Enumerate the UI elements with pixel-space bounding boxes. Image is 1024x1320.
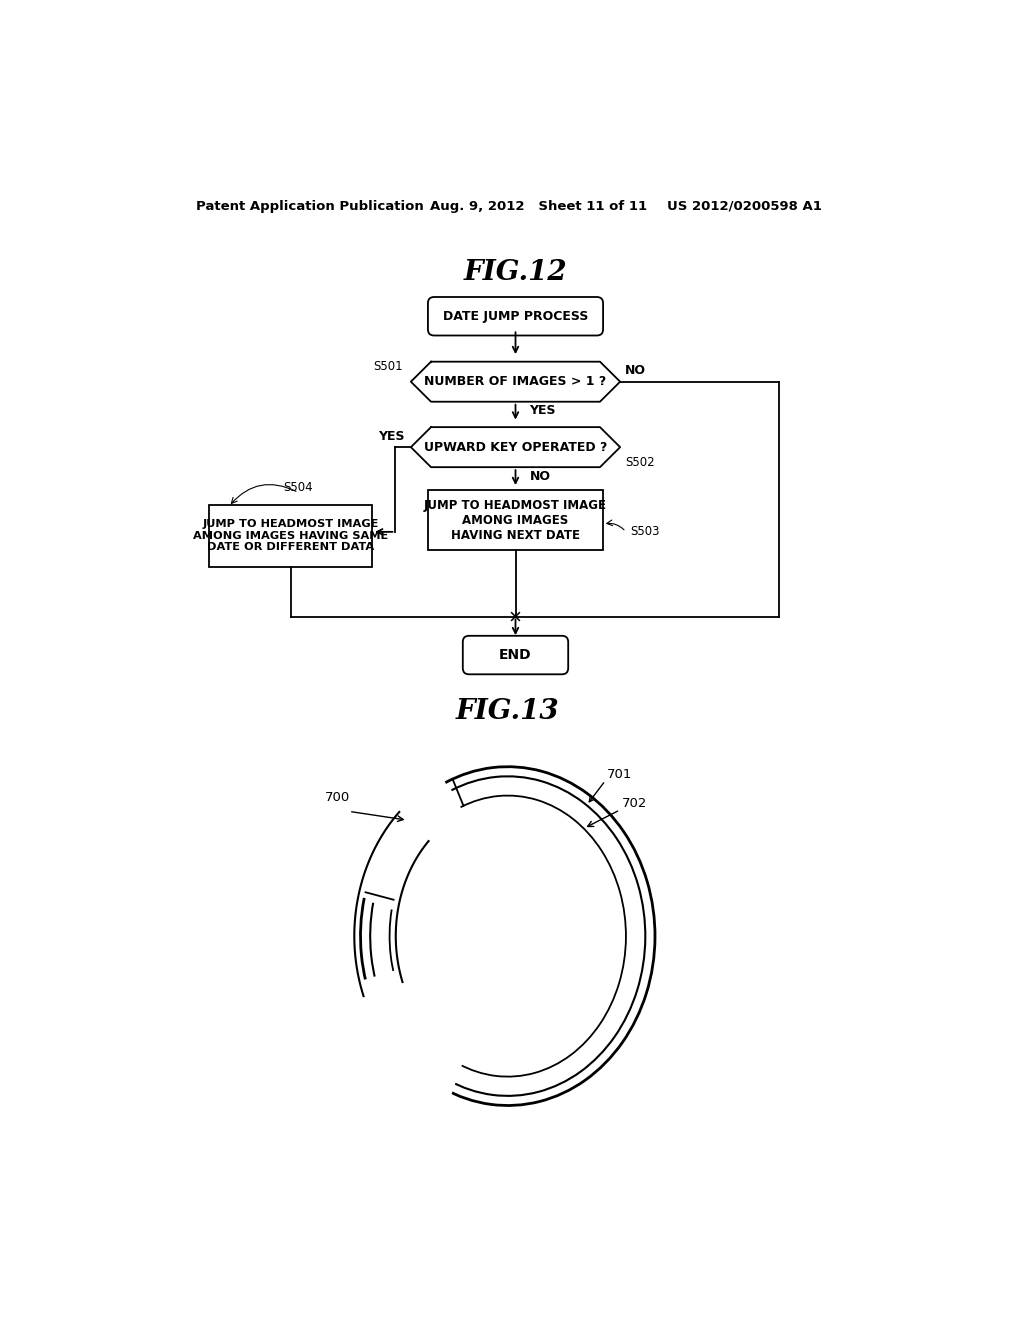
Text: FIG.13: FIG.13	[456, 698, 559, 725]
Text: US 2012/0200598 A1: US 2012/0200598 A1	[667, 199, 821, 213]
Text: S501: S501	[374, 360, 403, 372]
Text: Aug. 9, 2012   Sheet 11 of 11: Aug. 9, 2012 Sheet 11 of 11	[430, 199, 647, 213]
Text: JUMP TO HEADMOST IMAGE
AMONG IMAGES HAVING SAME
DATE OR DIFFERENT DATA: JUMP TO HEADMOST IMAGE AMONG IMAGES HAVI…	[194, 519, 388, 552]
Text: YES: YES	[378, 430, 404, 444]
FancyBboxPatch shape	[428, 297, 603, 335]
Text: FIG.12: FIG.12	[464, 259, 567, 286]
Text: NO: NO	[529, 470, 551, 483]
Text: END: END	[499, 648, 531, 663]
FancyBboxPatch shape	[209, 506, 372, 566]
Text: JUMP TO HEADMOST IMAGE
AMONG IMAGES
HAVING NEXT DATE: JUMP TO HEADMOST IMAGE AMONG IMAGES HAVI…	[424, 499, 607, 541]
Polygon shape	[411, 362, 621, 401]
FancyBboxPatch shape	[463, 636, 568, 675]
Polygon shape	[411, 428, 621, 467]
Text: 702: 702	[622, 797, 647, 810]
Text: UPWARD KEY OPERATED ?: UPWARD KEY OPERATED ?	[424, 441, 607, 454]
Text: Patent Application Publication: Patent Application Publication	[197, 199, 424, 213]
FancyBboxPatch shape	[428, 490, 603, 550]
Text: S504: S504	[284, 482, 313, 495]
Text: DATE JUMP PROCESS: DATE JUMP PROCESS	[442, 310, 588, 323]
Text: 700: 700	[325, 791, 350, 804]
Text: NUMBER OF IMAGES > 1 ?: NUMBER OF IMAGES > 1 ?	[424, 375, 606, 388]
Polygon shape	[350, 936, 508, 1107]
Text: S502: S502	[625, 455, 654, 469]
Ellipse shape	[393, 800, 622, 1073]
Text: YES: YES	[529, 404, 556, 417]
Text: 701: 701	[607, 768, 633, 781]
Text: S503: S503	[630, 525, 659, 539]
Text: NO: NO	[625, 364, 646, 378]
